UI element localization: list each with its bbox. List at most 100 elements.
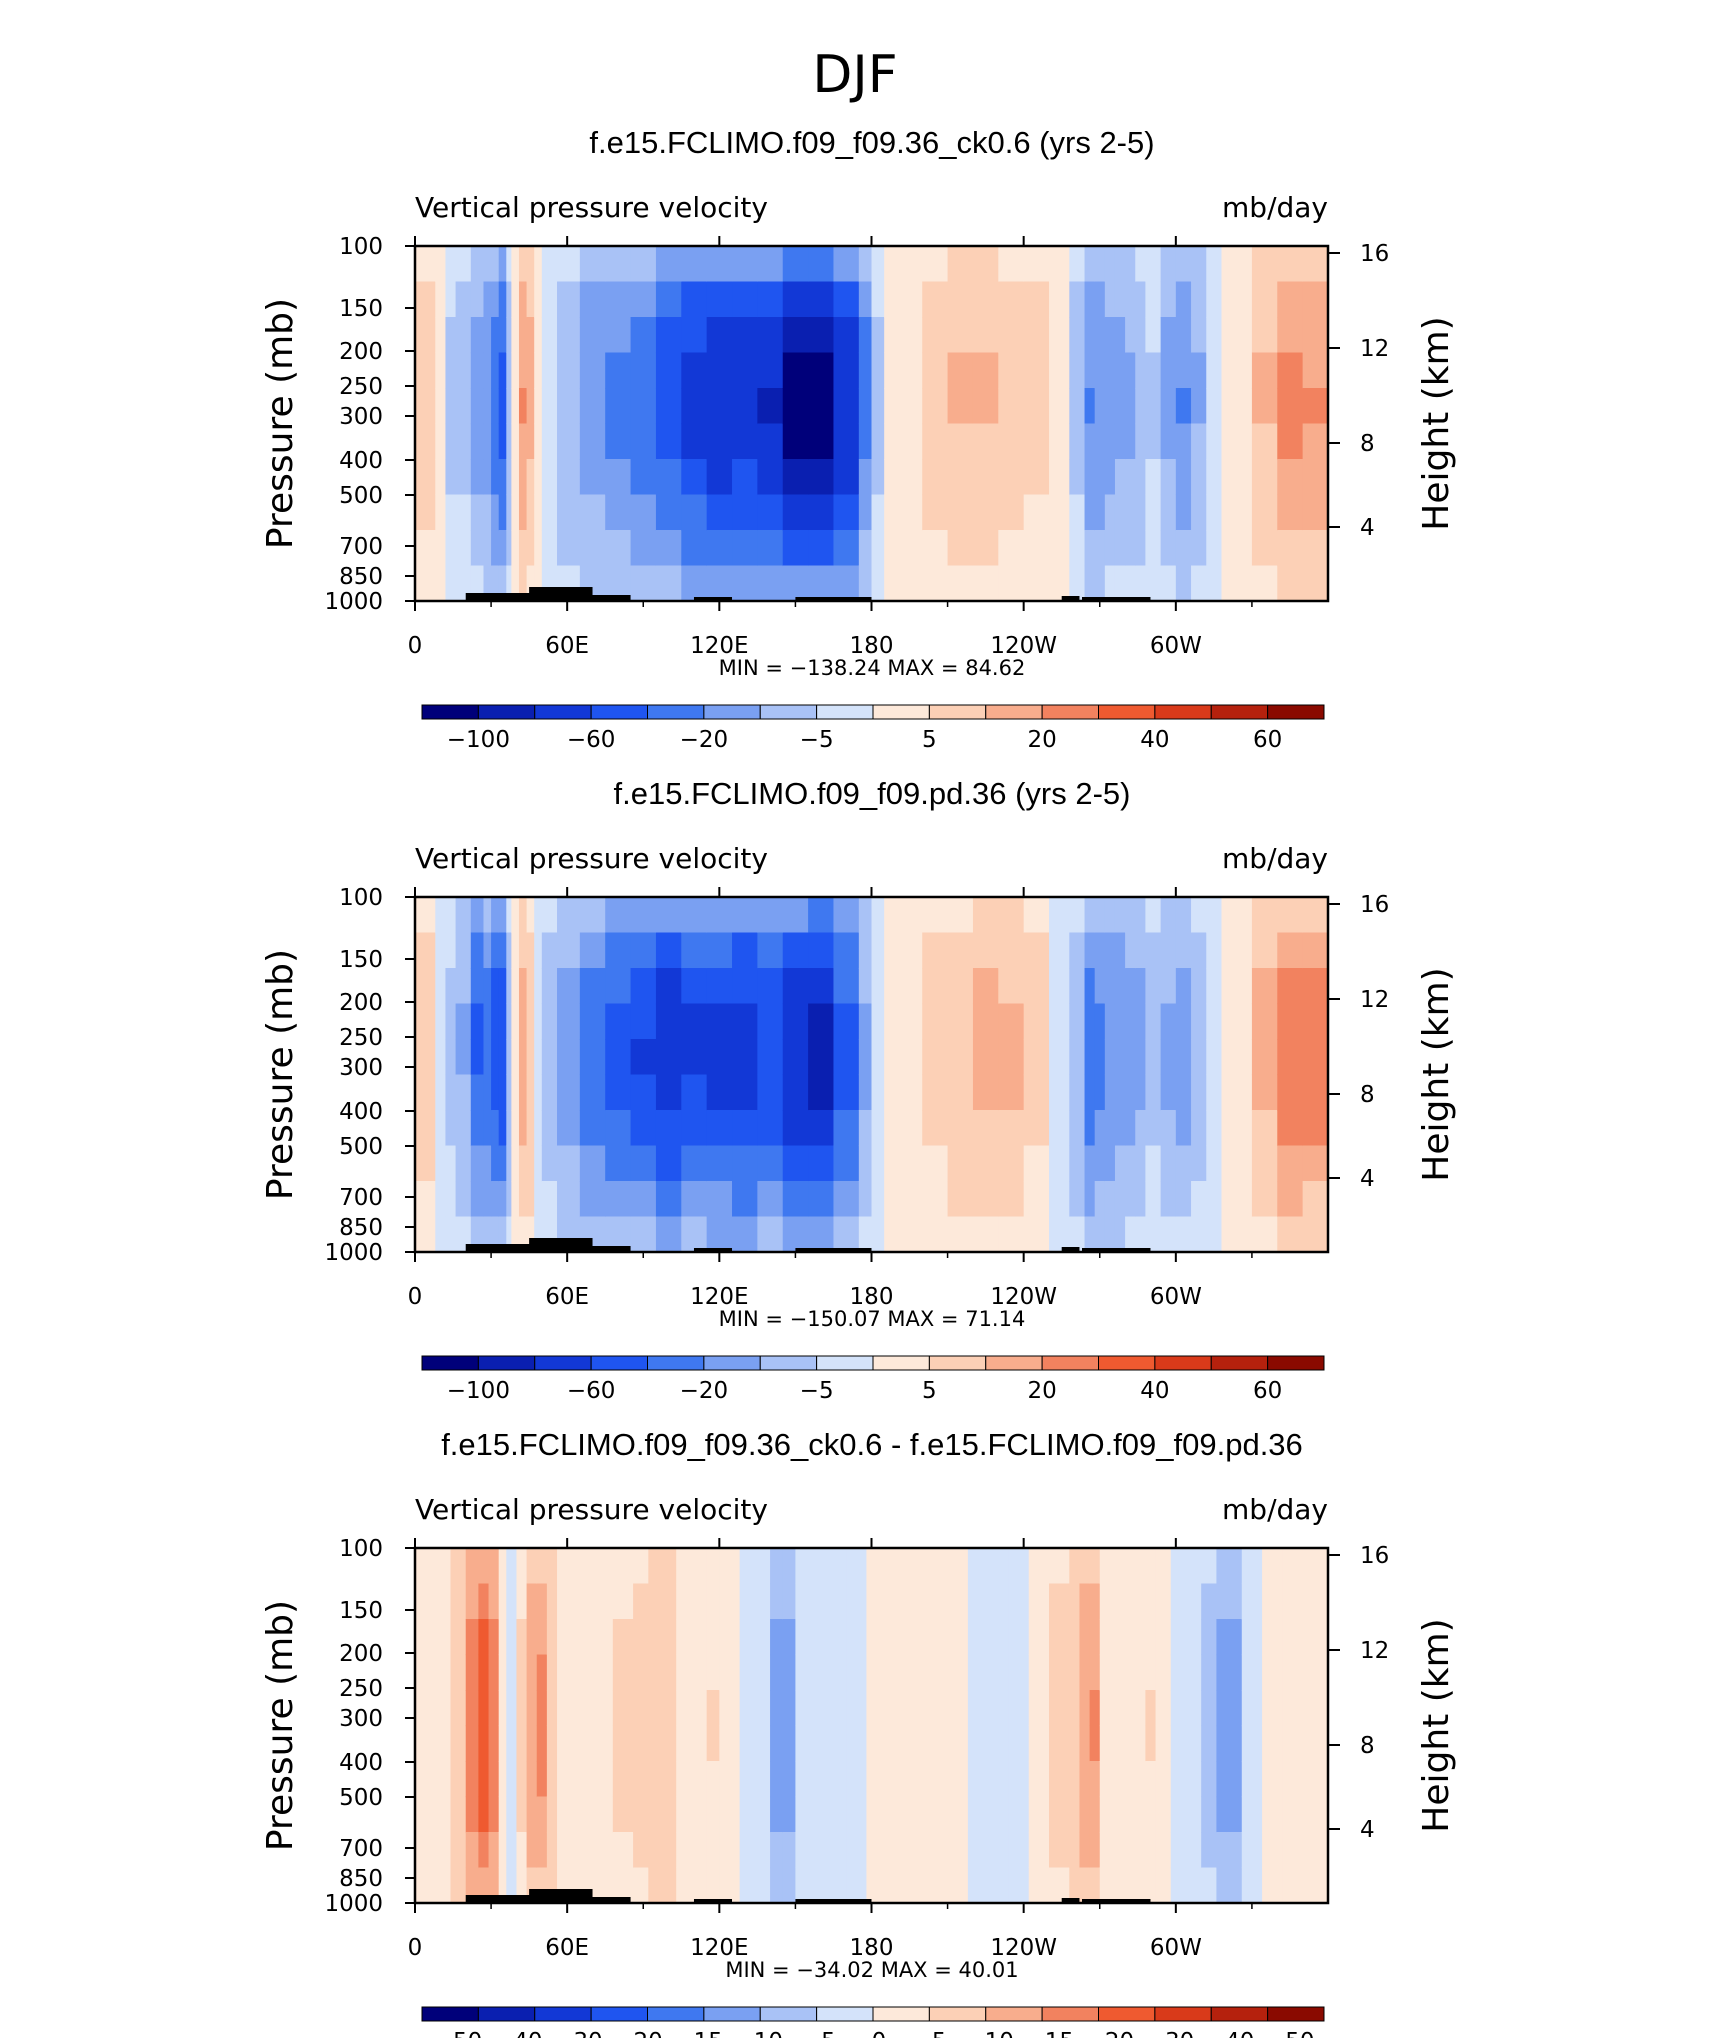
heat-cell [739,1654,758,1691]
heat-cell [782,1654,797,1691]
heat-cell [455,352,472,389]
heat-cell [1145,1039,1162,1076]
heat-cell [557,388,581,425]
heat-cell [1251,246,1278,283]
heat-cell [1145,388,1162,425]
heat-cell [998,968,1025,1005]
heat-cell [491,932,500,969]
heat-cell [506,897,512,934]
heat-cell [688,1548,708,1585]
heat-cell [688,1690,708,1727]
heat-cell [1236,494,1253,531]
heat-cell [1277,1074,1304,1111]
y-tick-label: 100 [339,885,383,911]
heat-cell [478,1832,490,1869]
heat-cell [1216,1796,1228,1833]
heat-cell [1135,388,1146,425]
panels-group: f.e15.FCLIMO.f09_f09.36_ck0.6 (yrs 2-5)V… [260,125,1457,2038]
heat-cell [1191,246,1207,283]
heat-cell [1125,494,1136,531]
heat-cell [988,1654,1010,1691]
topography-mask [795,597,872,601]
heat-cell [732,246,758,283]
heat-cell [1216,1619,1228,1656]
heat-cell [498,1867,507,1903]
colorbar-box [1267,2006,1325,2022]
heat-cell [706,281,733,318]
colorbar-label: 0 [872,2029,887,2038]
heat-cell [858,388,873,425]
heat-cell [1104,1110,1116,1147]
heat-cell [1114,1725,1131,1762]
heat-cell [1084,246,1096,283]
heat-cell [1023,317,1050,354]
y-right-tick-label: 16 [1360,1543,1389,1569]
heat-cell [871,494,885,531]
colorbar-label: −20 [680,727,729,753]
heat-cell [470,968,485,1005]
heat-cell [557,1548,573,1585]
heat-cell [1094,1145,1106,1182]
colorbar-box [534,1355,592,1371]
heat-cell [1145,1145,1162,1182]
heat-cell [757,388,784,425]
heat-cell [491,246,500,283]
heat-cell [1130,1654,1146,1691]
heat-cell [825,1619,847,1656]
heat-cell [450,1619,467,1656]
heat-cell [1277,423,1304,460]
heat-cell [518,1216,528,1252]
heat-cell [922,1110,949,1147]
heat-cell [506,281,512,318]
heat-cell [1069,1725,1081,1762]
heat-cell [455,968,472,1005]
heat-cell [511,494,520,531]
heat-cell [1251,530,1278,567]
heat-cell [808,246,835,283]
heat-cell [1130,1832,1146,1869]
heat-cell [1114,1110,1126,1147]
heat-cell [1104,246,1116,283]
heat-cell [1104,494,1116,531]
heat-cell [732,1145,758,1182]
heat-cell [516,1725,528,1762]
heat-cell [435,932,447,969]
heat-cell [1104,1074,1116,1111]
colorbar-box [1098,2006,1156,2022]
heat-cell [415,565,436,601]
colorbar-box [872,2006,930,2022]
heat-cell [534,1181,543,1218]
heat-cell [1251,317,1278,354]
heat-cell [706,1832,720,1869]
heat-cell [579,530,606,567]
colorbar-box [647,1355,705,1371]
heat-cell [808,1003,835,1040]
heat-cell [732,932,758,969]
heat-cell [884,1110,903,1147]
heat-cell [435,317,447,354]
heat-cell [526,1548,538,1585]
heat-cell [884,565,903,601]
heat-cell [1084,1003,1096,1040]
heat-cell [1175,968,1192,1005]
heat-cell [858,932,873,969]
heat-cell [518,246,528,283]
heat-cell [1206,423,1223,460]
heat-cell [1221,565,1238,601]
heat-cell [1206,459,1223,496]
heat-cell [1114,968,1126,1005]
heat-cell [1282,1583,1304,1620]
heat-cell [1221,459,1238,496]
y-tick-label: 250 [339,1025,383,1051]
heat-cell [732,494,758,531]
y-tick-label: 250 [339,374,383,400]
heat-cell [1175,1181,1192,1218]
heat-cell [967,1583,989,1620]
heat-cell [1175,423,1192,460]
heat-cell [470,1216,485,1252]
heat-cell [858,968,873,1005]
heat-cell [516,1619,528,1656]
heat-cell [633,1725,649,1762]
heat-cell [518,459,528,496]
